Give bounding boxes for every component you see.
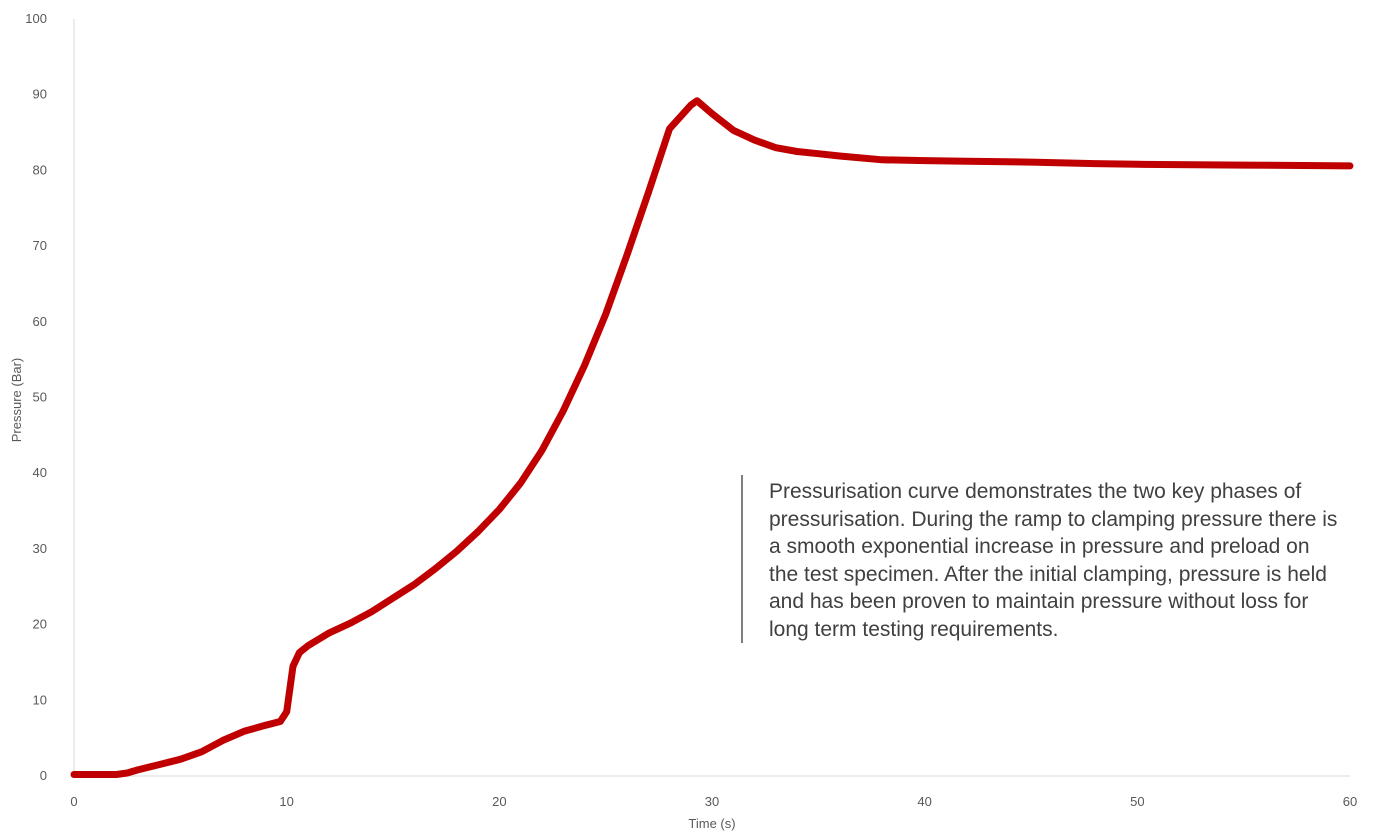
x-axis-title: Time (s) [688,816,735,831]
y-tick-label: 50 [33,390,47,405]
y-tick-label: 70 [33,238,47,253]
pressure-series-line [70,97,1354,778]
x-tick-label: 10 [279,794,293,809]
annotation-box: Pressurisation curve demonstrates the tw… [741,475,1341,643]
y-tick-label: 60 [33,314,47,329]
x-tick-label: 0 [70,794,77,809]
y-tick-label: 20 [33,617,47,632]
y-tick-label: 10 [33,692,47,707]
y-axis-title: Pressure (Bar) [9,358,24,443]
y-tick-label: 40 [33,465,47,480]
x-tick-label: 20 [492,794,506,809]
x-tick-label: 30 [705,794,719,809]
x-axis-ticks: 0 10 20 30 40 50 60 [70,794,1357,809]
y-tick-label: 90 [33,87,47,102]
y-tick-label: 0 [40,768,47,783]
y-tick-label: 80 [33,162,47,177]
x-tick-label: 60 [1343,794,1357,809]
x-tick-label: 40 [917,794,931,809]
y-tick-label: 30 [33,541,47,556]
annotation-text: Pressurisation curve demonstrates the tw… [769,480,1338,641]
x-tick-label: 50 [1130,794,1144,809]
y-tick-label: 100 [25,11,47,26]
y-axis-ticks: 0 10 20 30 40 50 60 70 80 90 100 [25,11,47,783]
